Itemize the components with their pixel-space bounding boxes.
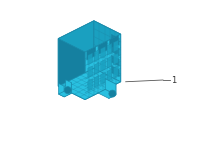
Polygon shape xyxy=(88,79,92,91)
Polygon shape xyxy=(94,21,121,82)
Circle shape xyxy=(109,90,116,97)
Polygon shape xyxy=(58,21,121,52)
Polygon shape xyxy=(111,66,119,77)
Polygon shape xyxy=(94,76,99,87)
Polygon shape xyxy=(88,66,92,78)
Polygon shape xyxy=(114,66,118,78)
Polygon shape xyxy=(58,21,94,86)
Polygon shape xyxy=(85,34,121,100)
Polygon shape xyxy=(114,40,118,52)
Polygon shape xyxy=(87,47,96,60)
Polygon shape xyxy=(101,47,105,58)
Polygon shape xyxy=(98,41,107,54)
Polygon shape xyxy=(109,84,116,98)
Polygon shape xyxy=(111,45,119,56)
Polygon shape xyxy=(101,59,105,71)
Polygon shape xyxy=(101,72,105,84)
Polygon shape xyxy=(107,43,112,55)
Polygon shape xyxy=(107,56,112,68)
Polygon shape xyxy=(107,69,112,81)
Polygon shape xyxy=(111,34,119,45)
Polygon shape xyxy=(110,35,119,49)
Polygon shape xyxy=(114,53,118,65)
Polygon shape xyxy=(59,91,71,97)
Polygon shape xyxy=(58,68,121,100)
Polygon shape xyxy=(105,79,116,95)
Text: 1: 1 xyxy=(171,76,176,85)
Polygon shape xyxy=(88,53,92,65)
Polygon shape xyxy=(98,90,116,98)
Polygon shape xyxy=(94,50,99,62)
Circle shape xyxy=(64,87,71,94)
Polygon shape xyxy=(66,80,71,93)
Polygon shape xyxy=(94,63,99,75)
Polygon shape xyxy=(59,83,64,97)
Polygon shape xyxy=(64,83,71,97)
Polygon shape xyxy=(111,55,119,66)
Polygon shape xyxy=(58,39,85,100)
